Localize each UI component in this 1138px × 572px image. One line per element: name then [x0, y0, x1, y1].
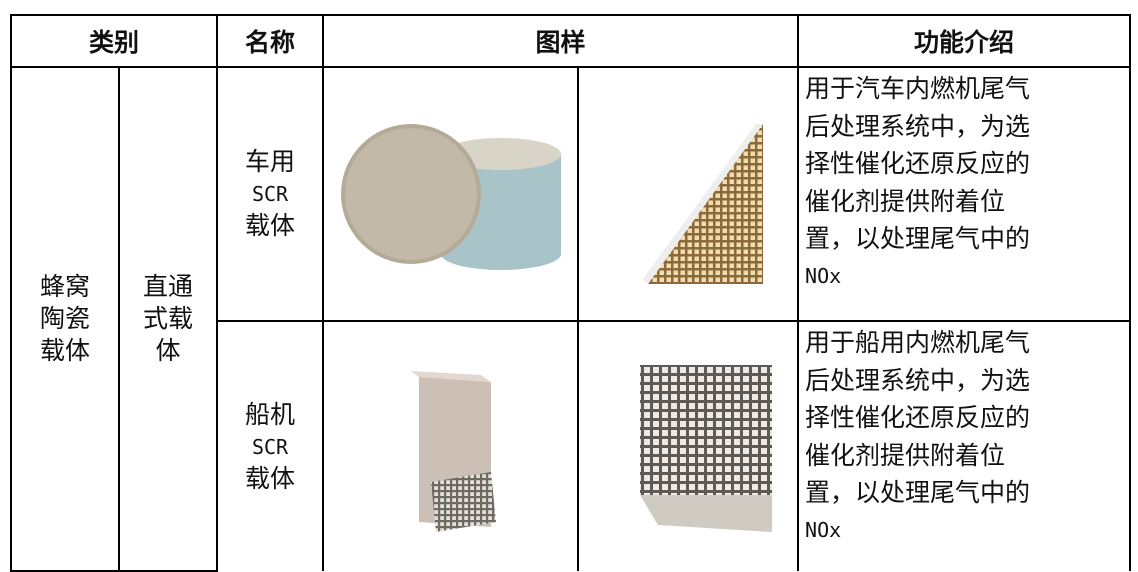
- function-line: 后处理系统中，为选: [805, 111, 1031, 141]
- name-line: 车用: [245, 147, 296, 176]
- name-cell: 车用 SCR 载体: [216, 66, 325, 322]
- function-line: 置，以处理尾气中的: [805, 224, 1031, 253]
- type-line: 蜂窝: [39, 272, 90, 301]
- name-line: 载体: [245, 211, 296, 240]
- function-line: NOx: [805, 517, 842, 542]
- name-line: SCR: [251, 182, 289, 206]
- subtype-line: 直通: [143, 272, 194, 301]
- header-cell: 名称: [216, 14, 325, 68]
- type-line: 陶瓷: [39, 304, 90, 333]
- header-cell: 图样: [322, 14, 800, 68]
- function-line: NOx: [805, 263, 842, 288]
- name-line: 船机: [245, 399, 296, 429]
- image-cell: [322, 320, 580, 571]
- honeycomb-image: [643, 124, 764, 284]
- function-line: 后处理系统中，为选: [805, 365, 1031, 395]
- subtype-line: 式载: [143, 304, 194, 333]
- name-line: 载体: [245, 463, 296, 493]
- spec-table: 类别 名称 图样 功能介绍 蜂窝 陶瓷 载体 直通 式载体 车用 SCR 载体 用于汽车内…: [9, 14, 1132, 572]
- header-cell: 功能介绍: [797, 14, 1132, 68]
- header-cell: 类别: [9, 14, 219, 68]
- function-line: 催化剂提供附着位: [805, 186, 1006, 216]
- square-substrate-image: [410, 370, 496, 532]
- function-line: 用于船用内燃机尾气: [805, 328, 1031, 357]
- type-cell: 蜂窝 陶瓷 载体: [10, 66, 120, 572]
- square-honeycomb-image: [640, 364, 773, 532]
- round-substrate-image: [340, 124, 561, 270]
- image-cell: [577, 320, 800, 571]
- subtype-cell: 直通 式载体: [117, 66, 219, 572]
- type-line: 载体: [39, 336, 90, 365]
- function-line: 用于汽车内燃机尾气: [805, 74, 1031, 103]
- function-cell: 用于船用内燃机尾气 后处理系统中，为选 择性催化还原反应的 催化剂提供附着位 置，以处理…: [797, 320, 1132, 571]
- function-line: 择性催化还原反应的: [805, 403, 1031, 432]
- row: 船机 SCR 载体 用于船用内燃机尾气 后处理系统中，为选 择性催化还原反应的 催化剂提供…: [11, 320, 1132, 571]
- function-cell: 用于汽车内燃机尾气 后处理系统中，为选 择性催化还原反应的 催化剂提供附着位 置，以处理…: [797, 66, 1132, 322]
- row: 蜂窝 陶瓷 载体 直通 式载体 车用 SCR 载体 用于汽车内燃机尾气 后处理系统中，为选择…: [10, 66, 1132, 572]
- subtype-line: 体: [155, 336, 181, 365]
- name-line: SCR: [251, 434, 289, 459]
- function-line: 催化剂提供附着位: [805, 440, 1006, 470]
- image-cell: [577, 66, 800, 322]
- name-cell: 船机 SCR 载体: [216, 320, 325, 571]
- function-line: 择性催化还原反应的: [805, 149, 1031, 178]
- header-row: 类别 名称 图样 功能介绍: [9, 14, 1132, 68]
- image-cell: [322, 66, 580, 322]
- function-line: 置，以处理尾气中的: [805, 478, 1031, 507]
